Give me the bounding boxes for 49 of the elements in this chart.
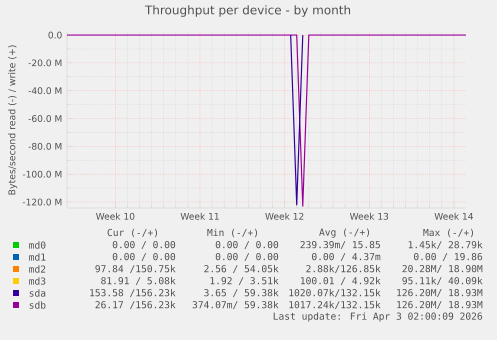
- text: 1.92 / 3.51k: [210, 276, 279, 286]
- text: 20.28M/ 18.90M: [402, 264, 482, 274]
- text: 2.56 / 54.05k: [204, 264, 279, 274]
- text: 95.11k/ 40.09k: [402, 276, 483, 286]
- x-tick-label: Week 10: [96, 212, 134, 220]
- text: Min (-/+): [207, 228, 258, 238]
- text: 1.45k/ 28.79k: [408, 240, 483, 250]
- y-tick-label: -40.0 M: [28, 87, 62, 94]
- legend-label: md2: [29, 265, 46, 273]
- text: 2.88k/126.85k: [306, 264, 381, 274]
- text: 374.07m/ 59.38k: [192, 300, 279, 310]
- text: Max (-/+): [423, 228, 474, 238]
- text: 0.00 / 0.00: [216, 252, 278, 262]
- text: 0.00 / 0.00: [112, 240, 176, 250]
- y-tick-label: -120.0 M: [22, 198, 62, 206]
- legend-label: sdb: [30, 301, 46, 309]
- text: 1017.24k/132.15k: [289, 300, 381, 310]
- text: Avg (-/+): [319, 228, 370, 238]
- text: 100.01 / 4.92k: [300, 276, 381, 286]
- text: 97.84 /150.75k: [95, 264, 176, 274]
- y-tick-label: -20.0 M: [28, 59, 62, 66]
- text: 153.58 /156.23k: [90, 288, 176, 298]
- text: 3.65 / 59.38k: [204, 288, 279, 298]
- x-tick-label: Week 11: [180, 212, 219, 220]
- y-tick-label: -60.0 M: [28, 115, 62, 122]
- text: 239.39m/ 15.85: [300, 240, 380, 250]
- text: 0.00 / 0.00: [112, 252, 176, 262]
- x-tick-label: Week 14: [434, 212, 474, 220]
- text: Last update: Fri Apr 3 02:00:09 2026: [274, 312, 482, 322]
- y-tick-label: 0.0: [48, 32, 62, 38]
- x-tick-label: Week 12: [265, 212, 304, 220]
- x-tick-label: Week 13: [350, 212, 388, 220]
- text: Cur (-/+): [108, 228, 158, 238]
- y-axis-title: Bytes/second read (-) / write (+): [8, 45, 18, 194]
- text: 0.00 / 19.86: [414, 252, 482, 262]
- legend-label: sda: [30, 289, 46, 297]
- y-tick-label: -100.0 M: [22, 170, 62, 178]
- chart-title: Throughput per device - by month: [144, 5, 350, 17]
- legend-label: md0: [29, 241, 46, 249]
- text: 0.00 / 0.00: [216, 240, 278, 250]
- text: 1020.07k/132.15k: [289, 288, 381, 298]
- text: 81.91 / 5.08k: [101, 276, 176, 286]
- legend-label: md1: [29, 253, 46, 261]
- legend-label: md3: [29, 277, 46, 285]
- text: 0.00 / 4.37m: [312, 252, 380, 262]
- y-tick-label: -80.0 M: [28, 142, 62, 150]
- text: 126.20M/ 18.93M: [397, 288, 482, 298]
- text: 26.17 /156.23k: [96, 300, 176, 310]
- text: 126.20M/ 18.93M: [397, 300, 482, 310]
